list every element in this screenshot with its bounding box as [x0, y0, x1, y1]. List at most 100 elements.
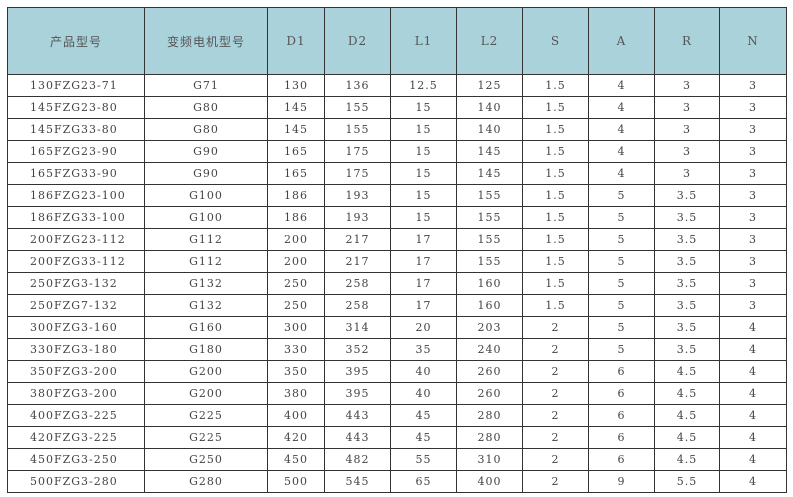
table-row: 250FZG7-132 G132 250 258 17 160 1.5 5 3.5 3 — [7, 294, 787, 317]
table-cell: 155 — [456, 184, 523, 207]
table-cell: 186FZG23-100 — [7, 184, 145, 207]
table-cell: 40 — [390, 382, 457, 405]
table-cell: 17 — [390, 250, 457, 273]
table-cell: 6 — [588, 382, 655, 405]
table-cell: 250 — [267, 294, 325, 317]
table-cell: 443 — [324, 426, 391, 449]
table-cell: 125 — [456, 74, 523, 97]
table-cell: 186FZG33-100 — [7, 206, 145, 229]
table-cell: G225 — [144, 426, 268, 449]
table-cell: 314 — [324, 316, 391, 339]
table-row: 165FZG23-90 G90 165 175 15 145 1.5 4 3 3 — [7, 140, 787, 163]
column-header: D2 — [324, 7, 391, 75]
table-cell: 2 — [522, 382, 589, 405]
table-cell: 1.5 — [522, 206, 589, 229]
table-cell: 4.5 — [654, 448, 720, 471]
column-header: D1 — [267, 7, 325, 75]
table-cell: 4 — [588, 162, 655, 185]
table-cell: 3.5 — [654, 250, 720, 273]
table-cell: G225 — [144, 404, 268, 427]
table-cell: 155 — [456, 228, 523, 251]
table-cell: 186 — [267, 206, 325, 229]
table-cell: 4 — [719, 316, 787, 339]
table-cell: 3.5 — [654, 294, 720, 317]
table-cell: 200FZG23-112 — [7, 228, 145, 251]
table-row: 145FZG23-80 G80 145 155 15 140 1.5 4 3 3 — [7, 96, 787, 119]
table-cell: 482 — [324, 448, 391, 471]
table-cell: 200FZG33-112 — [7, 250, 145, 273]
table-cell: 280 — [456, 426, 523, 449]
table-cell: 3.5 — [654, 184, 720, 207]
table-cell: 1.5 — [522, 162, 589, 185]
table-cell: 140 — [456, 118, 523, 141]
table-cell: 3.5 — [654, 206, 720, 229]
table-cell: 3 — [654, 118, 720, 141]
column-header: S — [522, 7, 589, 75]
table-cell: 5 — [588, 250, 655, 273]
table-cell: 2 — [522, 426, 589, 449]
table-cell: G132 — [144, 272, 268, 295]
table-cell: G71 — [144, 74, 268, 97]
table-row: 300FZG3-160 G160 300 314 20 203 2 5 3.5 4 — [7, 316, 787, 339]
table-cell: 4 — [719, 448, 787, 471]
column-header: A — [588, 7, 655, 75]
table-cell: 280 — [456, 404, 523, 427]
table-cell: 1.5 — [522, 74, 589, 97]
column-header: L2 — [456, 7, 523, 75]
table-cell: 2 — [522, 360, 589, 383]
table-cell: 395 — [324, 382, 391, 405]
table-row: 450FZG3-250 G250 450 482 55 310 2 6 4.5 4 — [7, 448, 787, 471]
table-cell: 5 — [588, 272, 655, 295]
table-cell: 380FZG3-200 — [7, 382, 145, 405]
table-cell: 1.5 — [522, 184, 589, 207]
table-cell: 40 — [390, 360, 457, 383]
table-cell: G90 — [144, 140, 268, 163]
table-cell: 145FZG23-80 — [7, 96, 145, 119]
table-cell: 1.5 — [522, 118, 589, 141]
table-row: 420FZG3-225 G225 420 443 45 280 2 6 4.5 4 — [7, 426, 787, 449]
table-cell: 3 — [719, 118, 787, 141]
table-cell: 1.5 — [522, 294, 589, 317]
table-cell: 250 — [267, 272, 325, 295]
table-cell: G100 — [144, 184, 268, 207]
table-cell: 200 — [267, 228, 325, 251]
table-cell: 3 — [719, 206, 787, 229]
table-cell: 130 — [267, 74, 325, 97]
table-cell: 4 — [588, 140, 655, 163]
table-cell: 65 — [390, 470, 457, 493]
table-cell: 160 — [456, 272, 523, 295]
table-cell: 400FZG3-225 — [7, 404, 145, 427]
table-cell: 15 — [390, 206, 457, 229]
table-cell: 260 — [456, 382, 523, 405]
table-cell: 420FZG3-225 — [7, 426, 145, 449]
table-cell: 350 — [267, 360, 325, 383]
table-cell: 5 — [588, 184, 655, 207]
table-row: 200FZG33-112 G112 200 217 17 155 1.5 5 3.5 3 — [7, 250, 787, 273]
table-cell: G180 — [144, 338, 268, 361]
table-row: 186FZG33-100 G100 186 193 15 155 1.5 5 3.5 3 — [7, 206, 787, 229]
table-cell: 15 — [390, 184, 457, 207]
table-cell: 545 — [324, 470, 391, 493]
table-row: 200FZG23-112 G112 200 217 17 155 1.5 5 3.5 3 — [7, 228, 787, 251]
table-cell: 6 — [588, 448, 655, 471]
table-cell: 3 — [719, 272, 787, 295]
table-cell: 450FZG3-250 — [7, 448, 145, 471]
table-cell: 165 — [267, 162, 325, 185]
table-cell: 2 — [522, 338, 589, 361]
table-row: 330FZG3-180 G180 330 352 35 240 2 5 3.5 4 — [7, 338, 787, 361]
table-cell: 12.5 — [390, 74, 457, 97]
table-cell: 160 — [456, 294, 523, 317]
table-cell: G80 — [144, 96, 268, 119]
table-cell: 2 — [522, 404, 589, 427]
table-cell: 4 — [588, 118, 655, 141]
table-row: 350FZG3-200 G200 350 395 40 260 2 6 4.5 4 — [7, 360, 787, 383]
table-cell: 165 — [267, 140, 325, 163]
table-cell: 15 — [390, 96, 457, 119]
table-cell: 155 — [324, 96, 391, 119]
table-cell: 6 — [588, 426, 655, 449]
header-row: 产品型号 变频电机型号 D1 D2 L1 L2 S A R N — [7, 7, 787, 75]
table-cell: 20 — [390, 316, 457, 339]
table-cell: 1.5 — [522, 250, 589, 273]
table-cell: G160 — [144, 316, 268, 339]
table-cell: G80 — [144, 118, 268, 141]
